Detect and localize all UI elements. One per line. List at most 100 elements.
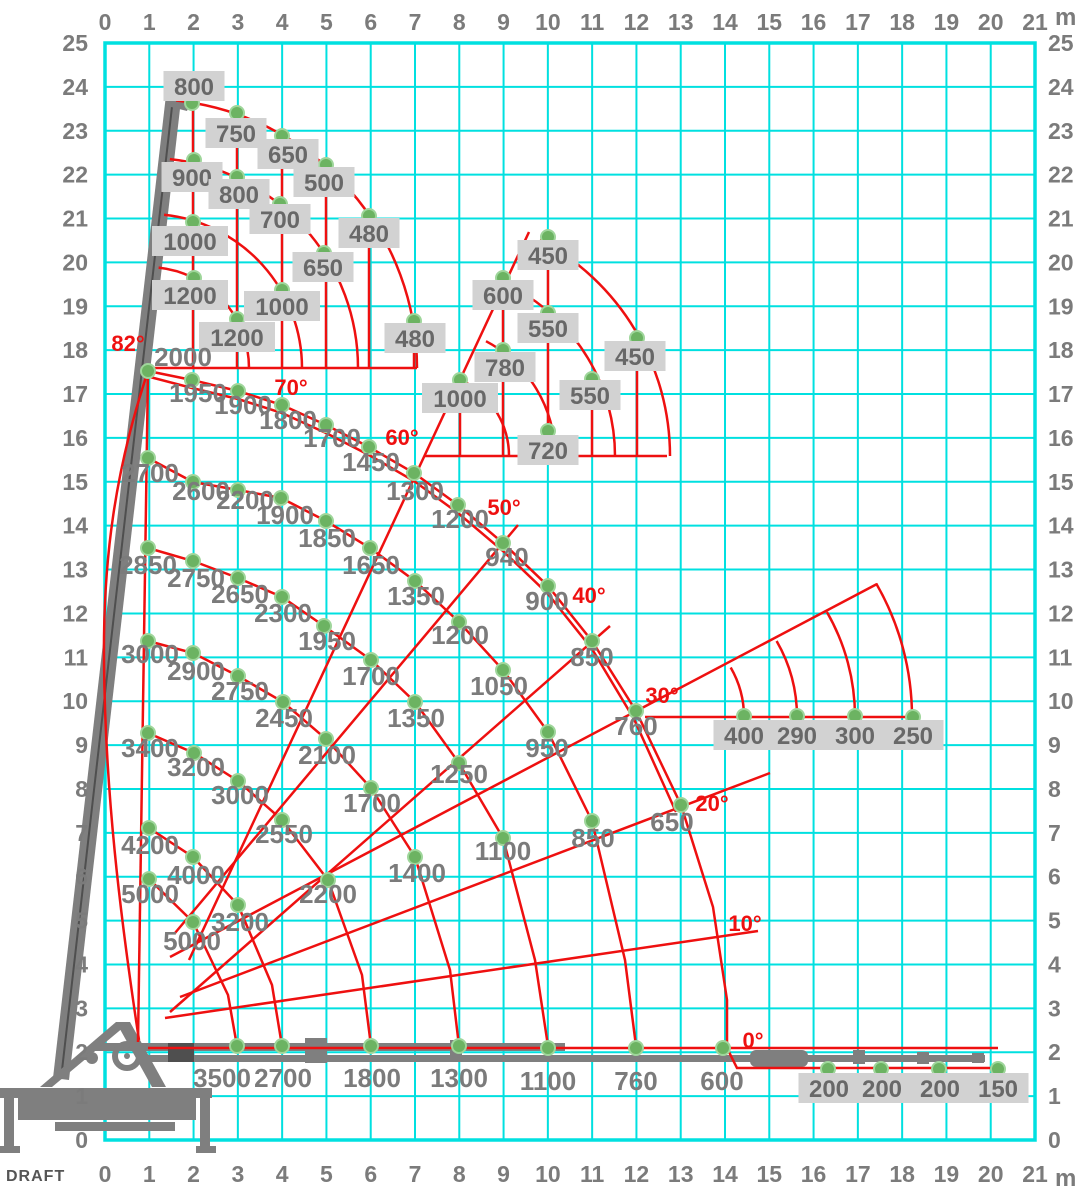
capacity-label-plain: 2700	[121, 458, 179, 488]
crane-outrigger-pad-right	[196, 1146, 216, 1153]
load-labels: 8007506505004804809008007006501000100012…	[111, 71, 1029, 1103]
capacity-label-plain: 850	[570, 642, 613, 672]
load-point-dot	[406, 465, 422, 481]
boom-angle-label: 82°	[111, 331, 144, 356]
capacity-label-plain: 760	[614, 711, 657, 741]
y-axis-tick-right: 9	[1048, 732, 1061, 758]
capacity-label: 1200	[210, 325, 263, 352]
load-point-dot	[230, 482, 246, 498]
boom-angle-label: 10°	[728, 911, 761, 936]
load-point-dot	[363, 652, 379, 668]
x-axis-tick-bottom: 13	[668, 1161, 694, 1187]
capacity-label-plain: 2200	[299, 879, 357, 909]
capacity-label-plain: 2300	[254, 598, 312, 628]
load-point-dot	[185, 849, 201, 865]
y-axis-tick-left: 17	[62, 381, 88, 407]
capacity-label-plain: 1100	[520, 1066, 576, 1096]
capacity-label-box	[517, 435, 579, 465]
x-axis-tick-top: 17	[845, 9, 871, 35]
x-axis-tick-top: 19	[934, 9, 960, 35]
capacity-label-plain: 1250	[430, 759, 488, 789]
y-axis-tick-left: 24	[62, 74, 88, 100]
fan30-arc-2	[775, 640, 799, 718]
x-axis-tick-bottom: 10	[535, 1161, 561, 1187]
capacity-label: 700	[260, 207, 300, 234]
y-axis-tick-right: 13	[1048, 557, 1074, 583]
x-axis-tick-top: 18	[889, 9, 915, 35]
capacity-label: 1000	[255, 294, 308, 321]
y-axis-tick-left: 3	[75, 995, 88, 1021]
capacity-label: 290	[777, 723, 817, 750]
load-point-dot	[451, 755, 467, 771]
load-point-dot	[186, 745, 202, 761]
crane-outrigger-beam	[0, 1088, 212, 1098]
load-point-dot	[584, 633, 600, 649]
capacity-label-plain: 1350	[387, 581, 445, 611]
ray-60deg	[187, 231, 531, 961]
capacity-label-plain: 940	[485, 542, 528, 572]
capacity-label-plain: 650	[650, 807, 693, 837]
load-point-dot	[140, 540, 156, 556]
crane-silhouette	[0, 95, 985, 1153]
y-axis-tick-right: 17	[1048, 381, 1074, 407]
x-axis-tick-top: 0	[99, 9, 112, 35]
load-point-dot	[273, 490, 289, 506]
y-axis-tick-left: 8	[75, 776, 88, 802]
load-point-dot	[141, 871, 157, 887]
capacity-label: 600	[483, 283, 523, 310]
load-point-dot	[361, 439, 377, 455]
capacity-label-plain: 1300	[386, 476, 444, 506]
x-axis-tick-bottom: 21	[1022, 1161, 1048, 1187]
ray-20deg	[179, 771, 771, 999]
load-point-dot	[540, 1040, 556, 1056]
x-axis-tick-bottom: 3	[231, 1161, 244, 1187]
capacity-label-plain: 1700	[303, 423, 361, 453]
min-reach-boundary	[102, 370, 150, 1041]
load-point-dot	[451, 614, 467, 630]
boom-angle-label: 40°	[572, 583, 605, 608]
crane-chassis	[18, 1098, 196, 1120]
capacity-label-box	[851, 1073, 913, 1103]
y-axis-tick-right: 3	[1048, 995, 1061, 1021]
x-axis-tick-bottom: 12	[624, 1161, 650, 1187]
capacity-label: 550	[528, 316, 568, 343]
x-axis-tick-top: 20	[978, 9, 1004, 35]
capacity-label-plain: 1200	[431, 504, 489, 534]
x-axis-tick-top: 7	[409, 9, 422, 35]
load-point-dot	[495, 830, 511, 846]
y-axis-tick-right: 11	[1048, 644, 1073, 670]
boom-angle-label: 20°	[695, 791, 728, 816]
capacity-label-plain: 1050	[470, 671, 528, 701]
capacity-label-plain: 2200	[216, 485, 274, 515]
capacity-label-plain: 3000	[211, 780, 269, 810]
ray-40deg	[169, 625, 611, 1013]
capacity-label-plain: 1800	[343, 1063, 401, 1093]
load-point-dot	[230, 570, 246, 586]
x-axis-tick-bottom: 19	[934, 1161, 960, 1187]
load-point-dot	[407, 694, 423, 710]
load-points	[140, 95, 1006, 1077]
load-point-dot	[715, 1040, 731, 1056]
x-axis-tick-bottom: 17	[845, 1161, 871, 1187]
capacity-label-box	[472, 280, 534, 310]
y-axis-tick-right: 24	[1048, 74, 1074, 100]
y-axis-tick-left: 2	[75, 1039, 88, 1065]
load-point-dot	[185, 553, 201, 569]
y-axis-tick-left: 13	[62, 557, 88, 583]
capacity-label: 450	[528, 243, 568, 270]
capacity-label-plain: 3200	[211, 907, 269, 937]
capacity-label-box	[163, 71, 225, 101]
extension-chain-7	[148, 878, 239, 1047]
capacity-label-plain: 5000	[163, 926, 221, 956]
y-axis-tick-left: 0	[75, 1127, 88, 1153]
load-point-dot	[628, 1040, 644, 1056]
capacity-label-plain: 850	[571, 823, 614, 853]
x-axis-tick-bottom: 16	[801, 1161, 827, 1187]
capacity-label: 750	[216, 121, 256, 148]
capacity-label-box	[882, 720, 944, 750]
capacity-label-plain: 2450	[255, 703, 313, 733]
capacity-label: 480	[395, 326, 435, 353]
capacity-label-plain: 5000	[121, 879, 179, 909]
x-axis-tick-bottom: 5	[320, 1161, 333, 1187]
capacity-label-plain: 1850	[298, 523, 356, 553]
